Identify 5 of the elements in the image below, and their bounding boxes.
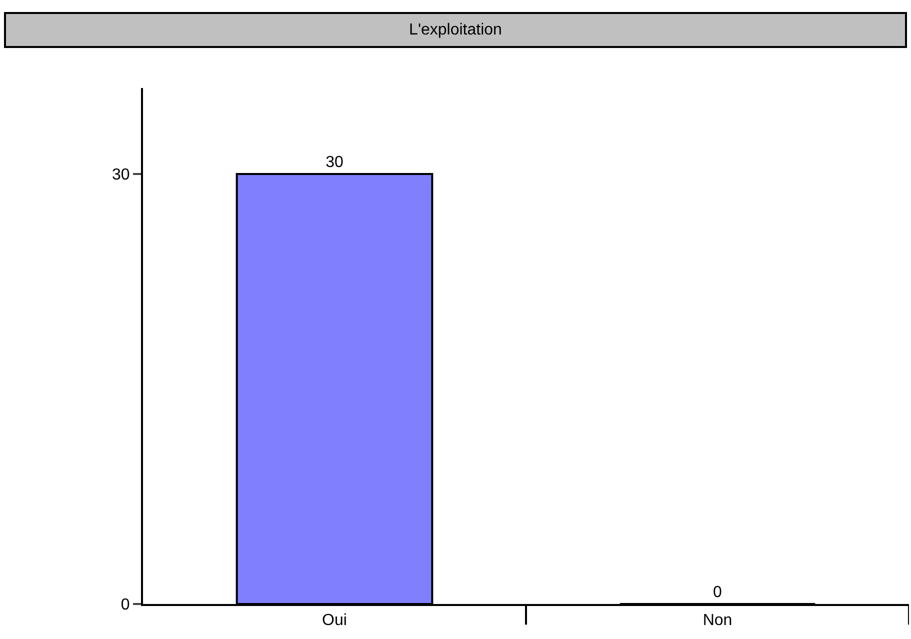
chart-title: L'exploitation [409, 22, 502, 38]
data-label: 30 [326, 154, 344, 171]
x-tick-label: Oui [322, 612, 347, 630]
x-tick-label: Non [702, 612, 732, 630]
data-label: 0 [713, 584, 722, 601]
